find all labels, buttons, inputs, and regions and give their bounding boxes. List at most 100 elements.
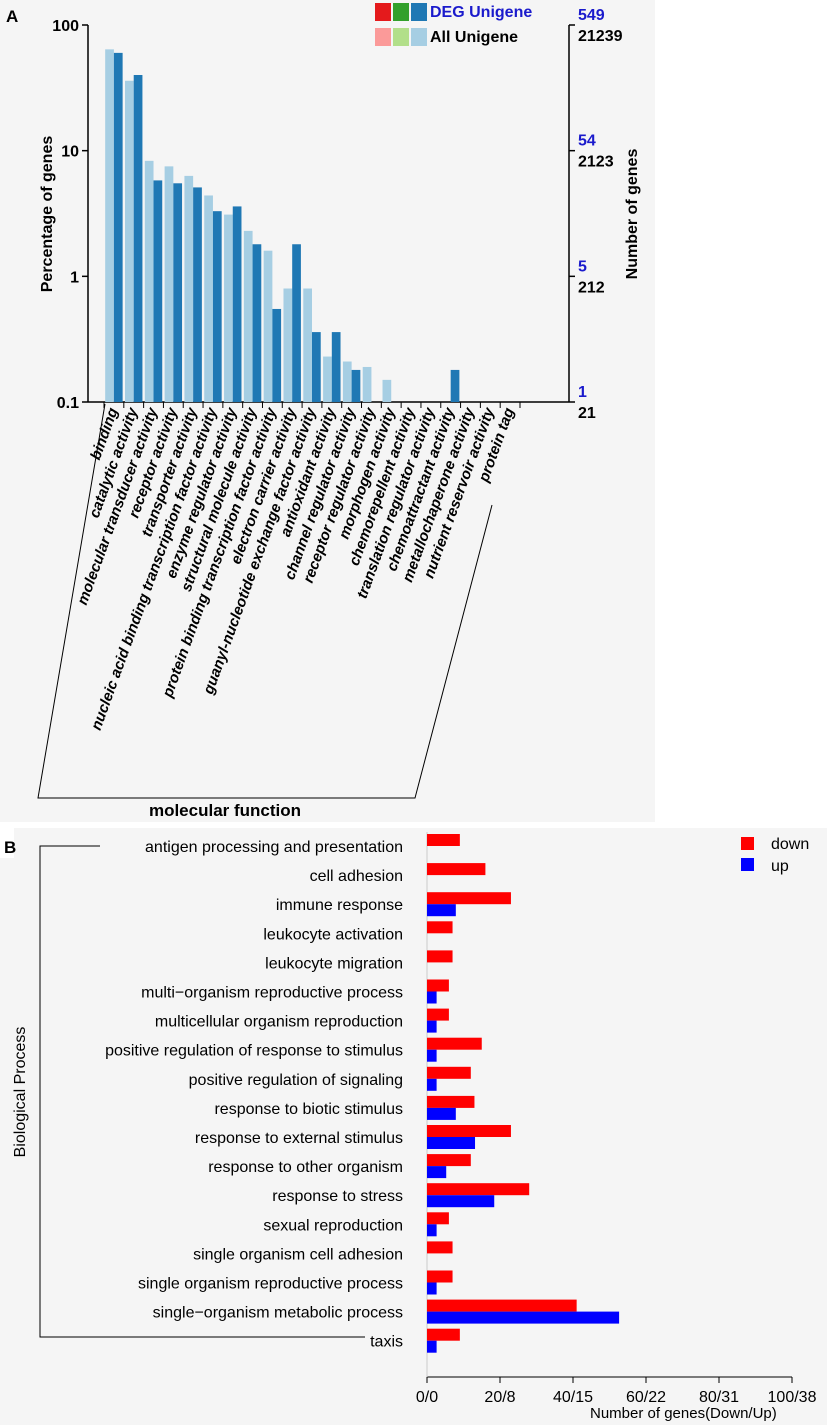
bar-all-unigene-catalytic-activity [124,80,134,402]
legend-all-swatch-blue [411,28,427,46]
bar-all-unigene-structural-molecule-activity [243,230,253,402]
category-label-taxis: taxis [370,1334,403,1351]
bar-deg-unigene-receptor-activity [173,183,183,402]
bar-down-single-organism-cell-adhesion [427,1241,453,1254]
category-label-multicellular-organism-reproduction: multicellular organism reproduction [155,1014,403,1031]
bar-all-unigene-electron-carrier-activity [283,288,293,402]
bar-up-multicellular-organism-reproduction [427,1020,437,1033]
bar-deg-unigene-guanyl-nucleotide-exchange-factor-activity [312,332,321,402]
bar-up-response-to-biotic-stimulus [427,1107,456,1120]
bar-deg-unigene-transporter-activity [193,187,202,402]
bar-down-positive-regulation-of-response-to-stimulus [427,1037,482,1050]
bar-all-unigene-guanyl-nucleotide-exchange-factor-activity [303,288,312,402]
y-tick-label: 100 [52,18,79,35]
bar-deg-unigene-channel-regulator-activity [351,369,361,402]
x-tick-label-b: 40/15 [553,1389,593,1406]
bar-down-response-to-biotic-stimulus [427,1095,475,1108]
bar-all-unigene-nucleic-acid-binding-transcription-factor-activity [204,195,213,402]
bar-down-cell-adhesion [427,863,486,876]
category-label-single-organism-reproductive-process: single organism reproductive process [138,1276,403,1293]
category-label-multi-organism-reproductive-process: multi−organism reproductive process [141,985,403,1002]
y-tick-label: 1 [70,269,79,286]
panel-label-b: B [4,838,16,857]
bar-down-multi-organism-reproductive-process [427,979,449,992]
x-tick-label-b: 80/31 [699,1389,739,1406]
bar-deg-unigene-protein-binding-transcription-factor-activity [272,308,282,402]
category-label-leukocyte-migration: leukocyte migration [265,955,403,972]
bar-deg-unigene-binding [113,52,123,402]
bar-all-unigene-protein-binding-transcription-factor-activity [263,250,273,402]
bar-down-sexual-reproduction [427,1212,449,1225]
y2-tick-label-all: 21239 [578,28,623,45]
y2-tick-label-deg: 549 [578,7,605,24]
y2-axis-title: Number of genes [624,149,641,280]
y-axis-title: Percentage of genes [39,136,56,293]
bar-down-single-organism-reproductive-process [427,1270,453,1283]
y-tick-label: 10 [61,144,79,161]
bar-up-response-to-external-stimulus [427,1137,476,1149]
bar-up-response-to-stress [427,1195,495,1208]
x-tick-label-b: 0/0 [416,1389,438,1406]
bar-all-unigene-receptor-activity [164,166,174,402]
panel-label-a: A [6,7,18,26]
bar-down-positive-regulation-of-signaling [427,1066,471,1079]
bar-up-positive-regulation-of-response-to-stimulus [427,1049,437,1062]
x-tick-label-b: 100/38 [768,1389,817,1406]
bar-deg-unigene-enzyme-regulator-activity [232,206,242,402]
bar-all-unigene-channel-regulator-activity [342,361,352,402]
bar-deg-unigene-catalytic-activity [133,75,143,402]
category-label-antigen-processing-and-presentation: antigen processing and presentation [145,839,403,856]
chart-b: B Biological Process antigen processing … [0,828,827,1425]
bar-deg-unigene-antioxidant-activity [331,332,341,402]
bar-down-leukocyte-activation [427,921,453,934]
bar-up-taxis [427,1340,437,1353]
bar-up-response-to-other-organism [427,1166,447,1179]
bar-deg-unigene-nucleic-acid-binding-transcription-factor-activity [212,211,222,402]
bar-down-response-to-external-stimulus [427,1125,511,1137]
legend-up-label: up [771,858,789,875]
bar-down-immune-response [427,892,511,905]
legend-up-swatch [741,858,754,871]
category-label-response-to-biotic-stimulus: response to biotic stimulus [214,1101,403,1118]
bar-all-unigene-transporter-activity [184,175,194,402]
legend-all-swatch-red [375,28,391,46]
x-tick-label-b: 60/22 [626,1389,666,1406]
bar-up-single-organism-reproductive-process [427,1282,437,1295]
bar-down-taxis [427,1328,460,1341]
bar-up-single-organism-metabolic-process [427,1311,620,1324]
category-group-bracket [37,403,493,799]
biological-process-label: Biological Process [12,1027,29,1158]
bar-all-unigene-enzyme-regulator-activity [224,214,233,402]
x-axis-title-b: Number of genes(Down/Up) [590,1405,777,1422]
legend-deg-swatch-blue [411,3,427,21]
category-label-single-organism-cell-adhesion: single organism cell adhesion [193,1246,403,1263]
category-label-response-to-other-organism: response to other organism [208,1159,403,1176]
bar-all-unigene-receptor-regulator-activity [362,366,372,402]
chart-b-background [0,828,827,1425]
legend-deg-swatch-green [393,3,409,21]
y2-tick-label-deg: 54 [578,133,596,150]
bar-up-immune-response [427,904,456,917]
category-label-sexual-reproduction: sexual reproduction [263,1217,403,1234]
bar-down-antigen-processing-and-presentation [427,834,460,846]
category-label-immune-response: immune response [276,897,403,914]
legend-down-swatch [741,837,754,850]
category-label-response-to-stress: response to stress [272,1188,403,1205]
bar-deg-unigene-electron-carrier-activity [292,244,301,402]
bar-up-multi-organism-reproductive-process [427,991,437,1004]
bar-deg-unigene-chemoattractant-activity [450,369,460,402]
legend-deg-label: DEG Unigene [430,4,532,21]
x-tick-label-b: 20/8 [484,1389,515,1406]
legend-all-label: All Unigene [430,29,518,46]
bar-down-response-to-other-organism [427,1154,471,1167]
bar-up-sexual-reproduction [427,1224,437,1237]
bar-all-unigene-antioxidant-activity [323,356,332,402]
bar-up-positive-regulation-of-signaling [427,1078,437,1091]
y2-tick-label-all: 212 [578,279,605,296]
bar-down-single-organism-metabolic-process [427,1299,577,1312]
bar-deg-unigene-structural-molecule-activity [252,244,262,402]
bar-down-leukocyte-migration [427,950,453,963]
y2-tick-label-deg: 5 [578,258,587,275]
category-group-label: molecular function [149,801,301,820]
